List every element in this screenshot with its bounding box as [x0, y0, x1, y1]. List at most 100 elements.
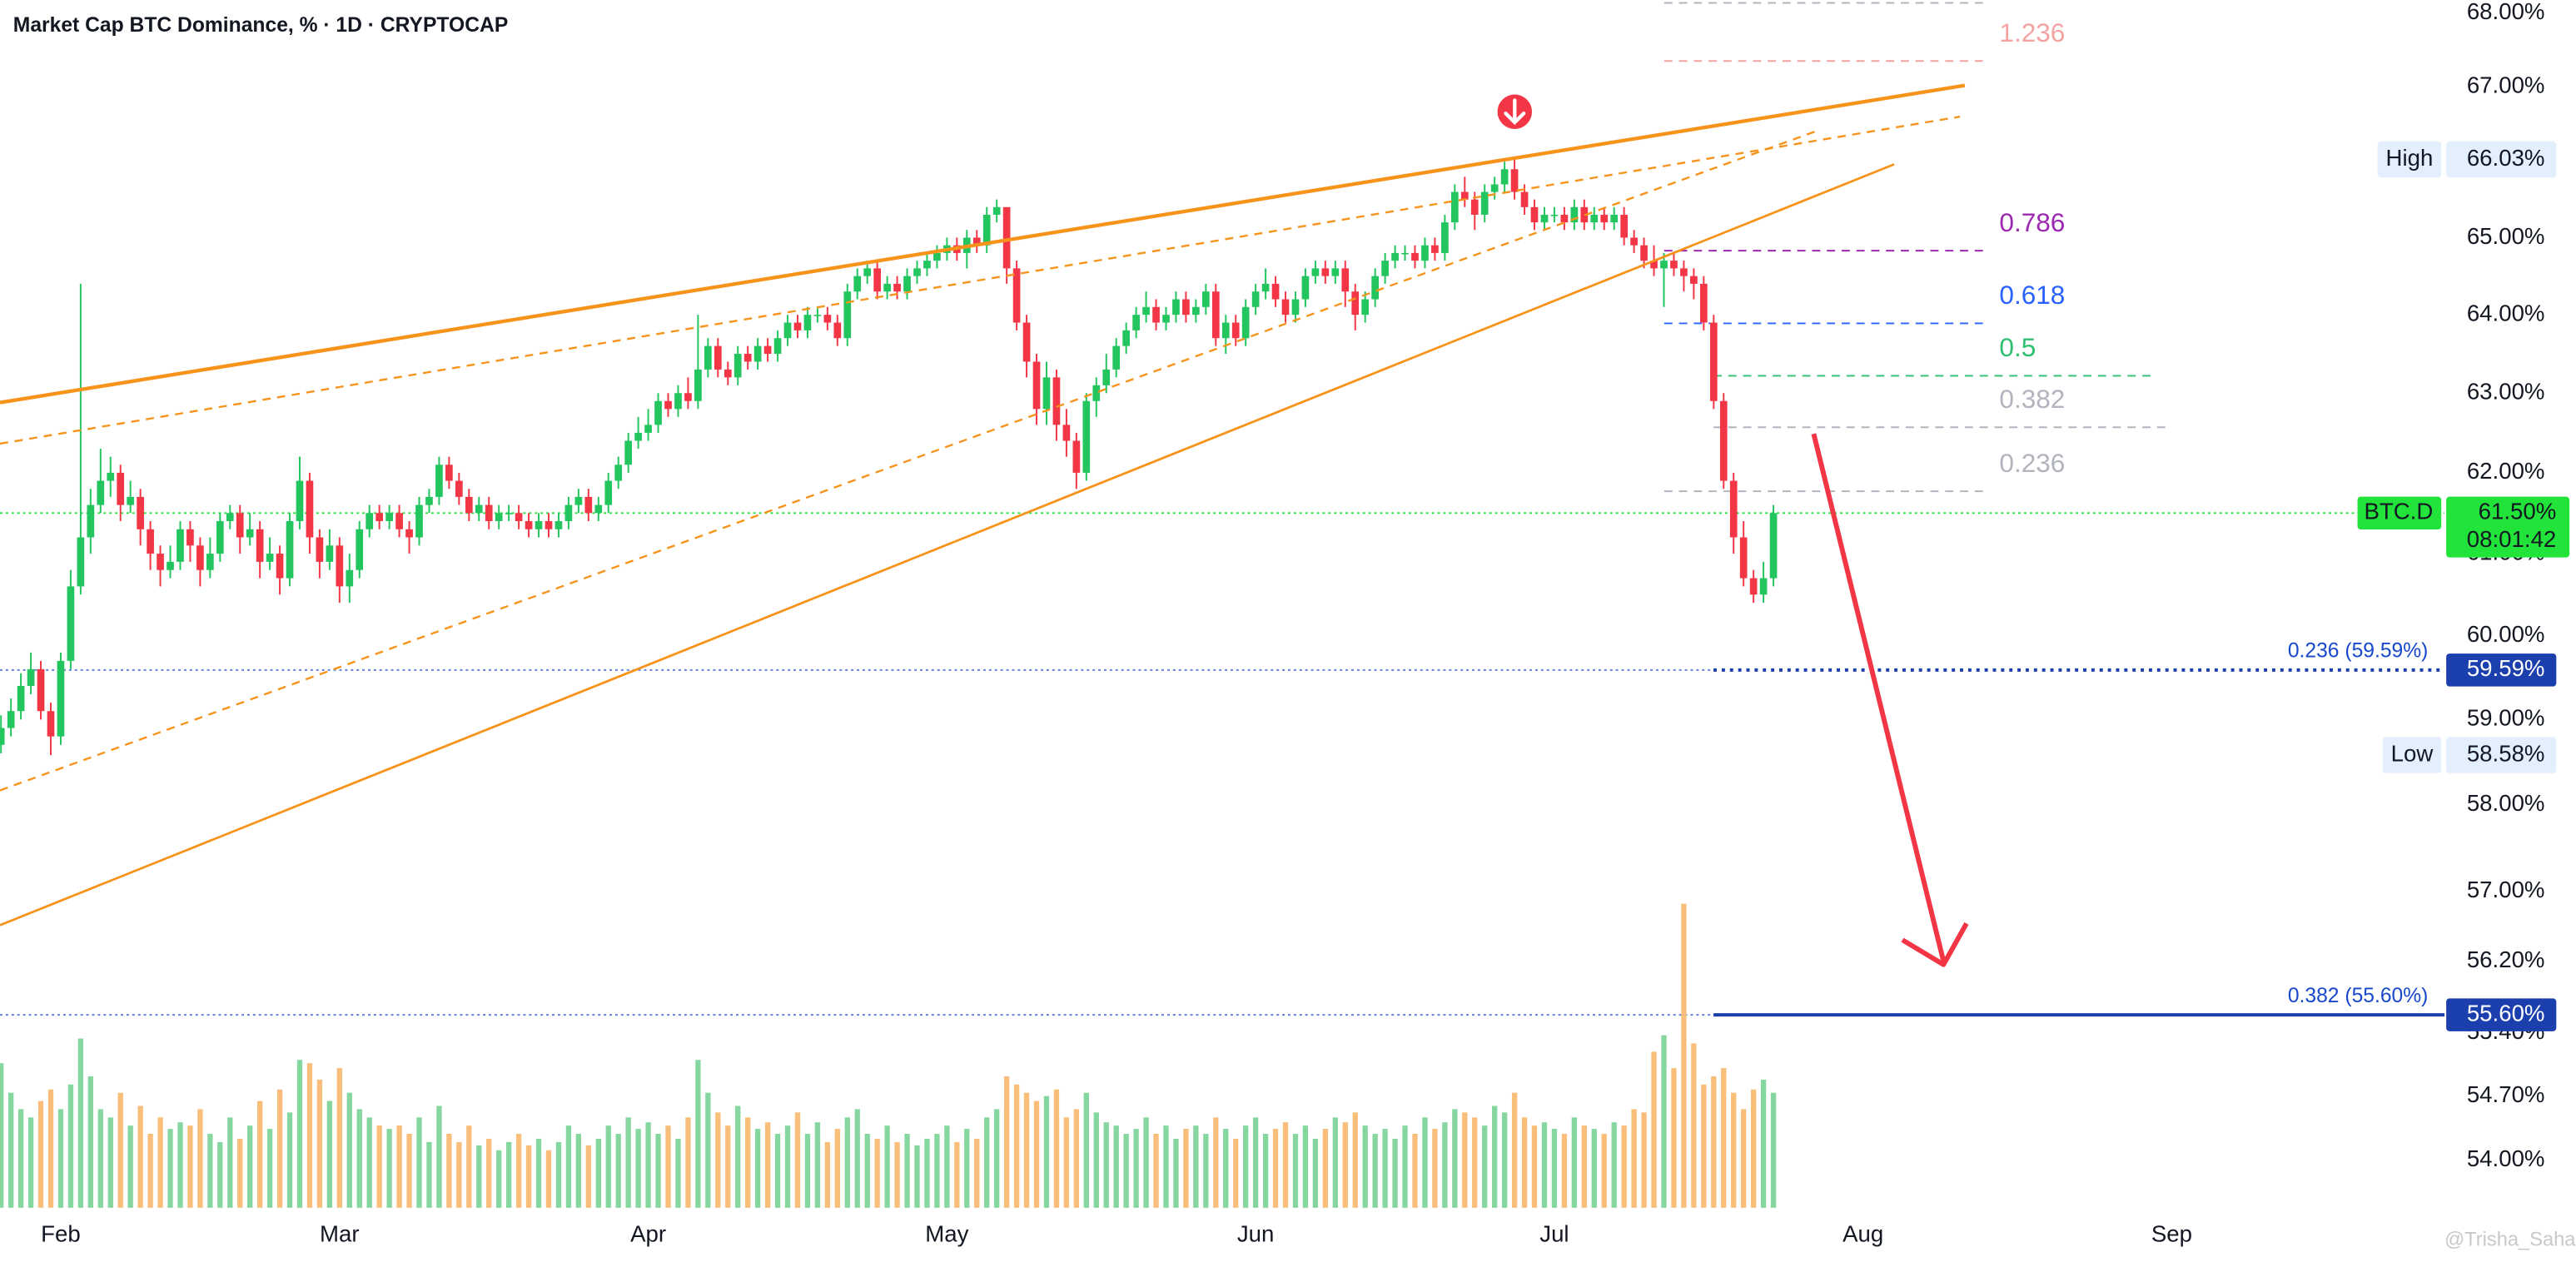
y-tick-label: 58.00%	[2467, 790, 2545, 816]
watermark: @Trisha_Saha	[2444, 1230, 2576, 1251]
x-tick-label: Sep	[2151, 1221, 2192, 1247]
volume-bar	[107, 1117, 113, 1208]
volume-bar	[655, 1134, 661, 1208]
volume-bar	[944, 1125, 950, 1208]
volume-bar	[1422, 1117, 1428, 1208]
candle-body	[1540, 214, 1549, 223]
candle-body	[783, 322, 792, 339]
candle-body	[167, 561, 174, 570]
volume-bar	[1302, 1125, 1309, 1208]
volume-bar	[1651, 1051, 1657, 1208]
x-tick-label: Jul	[1539, 1221, 1569, 1247]
volume-bar	[1442, 1122, 1448, 1208]
volume-bar	[127, 1125, 133, 1208]
candle-body	[1460, 191, 1469, 200]
volume-bar	[715, 1112, 721, 1208]
volume-bar	[157, 1117, 163, 1208]
fib-label: 0.382	[1999, 384, 2065, 414]
candle-body	[903, 276, 911, 292]
candle-body	[1231, 322, 1240, 339]
candle-body	[67, 586, 75, 661]
volume-bar	[1511, 1092, 1518, 1208]
fib-label: 0.786	[1999, 207, 2065, 237]
volume-bar	[794, 1112, 801, 1208]
candle-body	[1052, 377, 1061, 425]
candle-body	[1490, 184, 1499, 192]
volume-bar	[316, 1079, 323, 1208]
candle-body	[1421, 245, 1429, 261]
front-layer: 68.00%67.00%65.00%64.00%63.00%62.00%61.0…	[41, 0, 2570, 1247]
volume-bar	[1292, 1134, 1299, 1208]
candle-body	[664, 400, 672, 410]
volume-bar	[1213, 1117, 1219, 1208]
candle-body	[1719, 400, 1728, 481]
volume-bar	[814, 1122, 821, 1208]
volume-bar	[1551, 1129, 1558, 1208]
volume-bar	[1731, 1092, 1737, 1208]
candle-body	[1580, 206, 1589, 223]
volume-bar	[675, 1138, 681, 1208]
candle-body	[1062, 425, 1071, 441]
volume-bar	[1173, 1138, 1179, 1208]
back-layer: 1.236 0.786 0.618 0.5 0.382 0.236 0.236 (59.59…	[0, 2, 2445, 1208]
candle-body	[743, 354, 752, 362]
volume-bar	[565, 1125, 572, 1208]
candle-body	[1341, 268, 1350, 292]
volume-bar	[187, 1125, 193, 1208]
volume-bar	[695, 1060, 701, 1208]
candle-body	[724, 369, 732, 378]
volume-bar	[57, 1109, 64, 1208]
volume-bar	[1392, 1138, 1398, 1208]
candle-body	[694, 369, 702, 401]
volume-bar	[1322, 1129, 1329, 1208]
volume-bar	[1123, 1134, 1129, 1208]
volume-bar	[1462, 1112, 1468, 1208]
volume-bar	[1043, 1096, 1050, 1208]
volume-bar	[1521, 1117, 1528, 1208]
volume-bar	[207, 1134, 213, 1208]
last-price-label-box	[2357, 496, 2442, 530]
volume-bar	[1641, 1112, 1647, 1208]
candle-body	[1241, 306, 1250, 339]
y-tick-label: 54.00%	[2467, 1145, 2545, 1171]
candle-body	[216, 521, 224, 554]
volume-bar	[426, 1141, 432, 1208]
candle-body	[1261, 283, 1270, 292]
candle-body	[554, 521, 563, 529]
signal-arrow	[1504, 98, 1526, 126]
volume-bar	[496, 1150, 502, 1208]
volume-bar	[1691, 1043, 1697, 1208]
volume-bar	[1183, 1129, 1189, 1208]
candle-body	[1172, 299, 1180, 316]
volume-bar	[585, 1145, 591, 1208]
volume-bar	[1203, 1134, 1209, 1208]
candle-body	[843, 291, 852, 339]
volume-bar	[725, 1125, 731, 1208]
volume-bar	[286, 1112, 293, 1208]
volume-bar	[1243, 1125, 1249, 1208]
candle-body	[684, 393, 692, 401]
volume-bar	[1233, 1138, 1239, 1208]
candle-body	[97, 480, 105, 505]
candle-body	[1690, 276, 1698, 284]
candle-body	[206, 554, 214, 570]
volume-bar	[1541, 1122, 1548, 1208]
target-label: 0.236 (59.59%)	[2288, 640, 2429, 663]
candle-body	[256, 529, 264, 562]
volume-bar	[217, 1141, 223, 1208]
candle-body	[1680, 268, 1688, 276]
volume-bar	[1631, 1109, 1637, 1208]
candle-body	[1092, 385, 1101, 401]
candle-body	[1769, 513, 1778, 579]
candle-body	[1102, 369, 1111, 385]
candle-body	[1022, 322, 1031, 362]
volume-bar	[525, 1145, 532, 1208]
candle-body	[1291, 299, 1300, 316]
y-tick-label: 64.00%	[2467, 300, 2545, 325]
volume-bar	[595, 1138, 601, 1208]
volume-bar	[864, 1134, 870, 1208]
candle-body	[1032, 361, 1041, 410]
candle-body	[1361, 299, 1370, 316]
